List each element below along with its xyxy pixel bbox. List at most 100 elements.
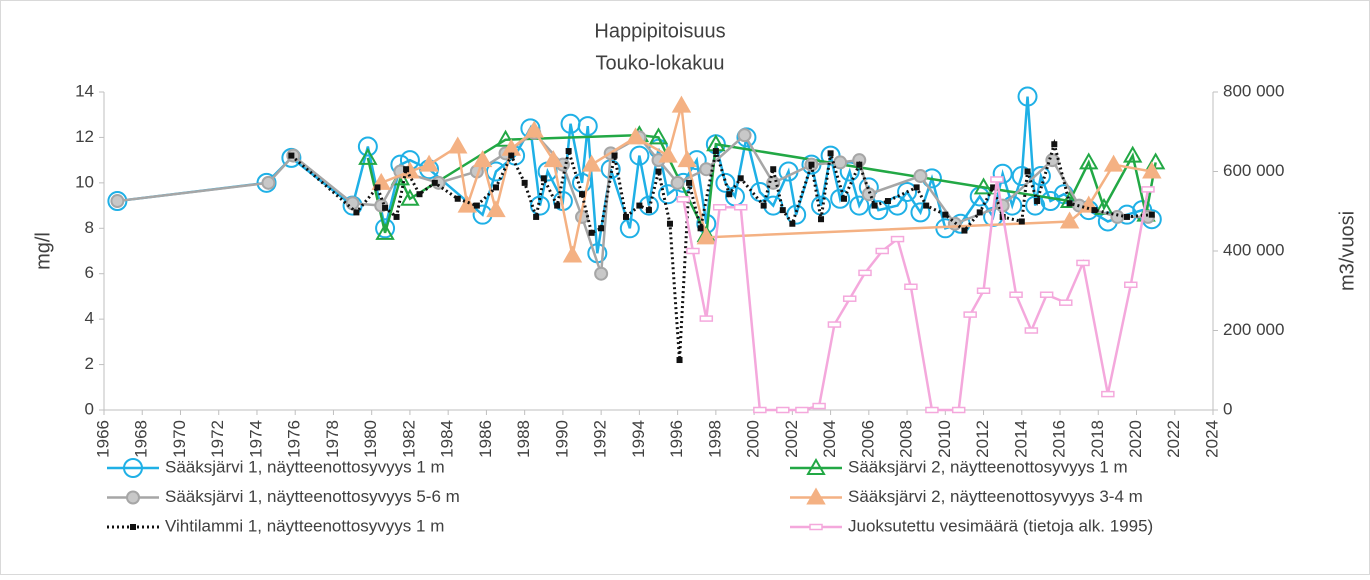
marker xyxy=(868,200,889,221)
y-tick-label: 6 xyxy=(85,263,94,282)
marker xyxy=(1011,166,1032,187)
series xyxy=(676,176,1155,414)
marker xyxy=(904,283,918,291)
marker xyxy=(1059,191,1080,209)
marker xyxy=(776,406,790,414)
legend-marker xyxy=(123,458,143,478)
marker xyxy=(1059,299,1073,306)
marker xyxy=(579,191,586,198)
y2-tick-label: 200 000 xyxy=(1223,320,1284,339)
marker xyxy=(375,222,395,240)
marker xyxy=(1066,200,1073,207)
legend-label: Sääksjärvi 1, näytteenottosyvyys 5-6 m xyxy=(165,487,460,506)
marker xyxy=(524,120,544,138)
marker xyxy=(910,202,931,223)
marker xyxy=(288,152,295,159)
marker xyxy=(884,198,891,205)
marker xyxy=(375,218,396,239)
marker xyxy=(457,195,478,213)
marker xyxy=(256,172,277,193)
legend-label: Juoksutettu vesimäärä (tietoja alk. 1995… xyxy=(848,516,1153,535)
marker xyxy=(925,406,939,414)
marker xyxy=(1039,291,1054,298)
marker xyxy=(897,181,918,202)
x-tick-label: 2014 xyxy=(1011,420,1030,458)
marker xyxy=(598,225,605,232)
marker xyxy=(655,168,662,175)
marker xyxy=(913,184,920,191)
marker xyxy=(1123,213,1130,220)
marker xyxy=(849,195,870,216)
marker xyxy=(1017,86,1038,107)
marker xyxy=(827,321,842,328)
marker xyxy=(686,179,693,186)
marker xyxy=(492,184,499,191)
marker xyxy=(789,220,796,227)
marker xyxy=(508,152,515,159)
legend-marker xyxy=(806,457,826,475)
y-tick-label: 8 xyxy=(85,218,94,237)
series-line xyxy=(366,133,1157,240)
legend-label: Vihtilammi 1, näytteenottosyvyys 1 m xyxy=(165,516,444,535)
marker xyxy=(577,116,598,137)
series xyxy=(371,95,1162,263)
marker xyxy=(1034,198,1041,205)
marker xyxy=(699,162,714,177)
marker xyxy=(830,188,851,209)
y-tick-label: 0 xyxy=(85,399,94,418)
marker xyxy=(737,175,744,182)
x-tick-label: 1972 xyxy=(208,420,227,458)
marker xyxy=(753,406,767,414)
marker xyxy=(357,136,378,157)
marker xyxy=(990,184,997,191)
marker xyxy=(658,145,678,163)
marker xyxy=(961,227,968,234)
x-tick-label: 1974 xyxy=(246,420,265,458)
marker xyxy=(562,245,583,263)
marker xyxy=(473,202,480,209)
marker xyxy=(588,229,595,236)
legend-marker xyxy=(130,524,136,530)
marker xyxy=(1078,152,1099,170)
marker xyxy=(448,136,468,154)
x-tick-label: 2002 xyxy=(782,420,801,458)
marker xyxy=(629,145,650,166)
marker xyxy=(942,211,949,218)
marker xyxy=(861,187,876,202)
marker xyxy=(976,209,983,216)
chart-subtitle: Touko-lokakuu xyxy=(596,52,725,74)
marker xyxy=(871,202,878,209)
x-tick-label: 1970 xyxy=(170,420,189,458)
marker xyxy=(923,202,930,209)
marker xyxy=(419,154,439,172)
x-tick-label: 1990 xyxy=(552,420,571,458)
marker xyxy=(992,163,1013,184)
x-tick-label: 2008 xyxy=(897,420,916,458)
marker xyxy=(543,150,564,168)
marker xyxy=(696,227,717,245)
marker xyxy=(842,295,857,302)
marker xyxy=(726,191,733,198)
marker xyxy=(676,357,683,364)
marker xyxy=(1142,161,1162,179)
marker xyxy=(856,161,863,168)
marker xyxy=(712,204,727,211)
marker xyxy=(671,95,692,113)
marker xyxy=(400,188,420,206)
marker xyxy=(611,152,618,159)
marker xyxy=(812,402,826,410)
legend-marker xyxy=(809,523,823,531)
chart-title: Happipitoisuus xyxy=(594,20,725,42)
x-tick-label: 2024 xyxy=(1202,420,1221,458)
marker xyxy=(1124,281,1138,289)
marker xyxy=(1091,207,1098,214)
x-tick-label: 1980 xyxy=(361,420,380,458)
legend-label: Sääksjärvi 1, näytteenottosyvyys 1 m xyxy=(165,457,445,476)
marker xyxy=(699,315,714,322)
marker xyxy=(875,247,889,255)
marker xyxy=(1110,209,1125,224)
x-tick-label: 1976 xyxy=(285,420,304,458)
marker xyxy=(827,150,834,157)
marker xyxy=(358,147,378,165)
